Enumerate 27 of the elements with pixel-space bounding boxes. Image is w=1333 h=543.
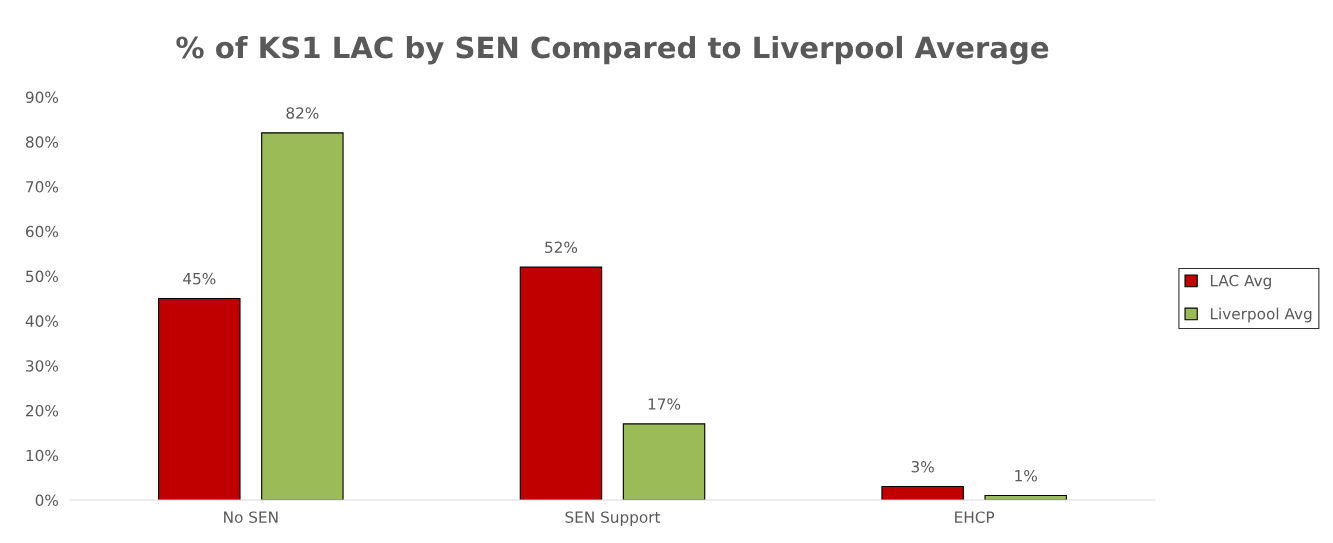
- bar: [261, 132, 344, 500]
- y-tick-label: 10%: [26, 449, 59, 462]
- data-label: 45%: [183, 272, 216, 285]
- data-label: 82%: [286, 107, 319, 119]
- x-tick-label: EHCP: [955, 511, 995, 523]
- x-tick-label: SEN Support: [565, 511, 661, 526]
- data-label: 3%: [911, 460, 934, 473]
- bar: [158, 297, 241, 500]
- y-tick-label: 60%: [26, 225, 59, 238]
- bar: [519, 266, 603, 500]
- chart-title: % of KS1 LAC by SEN Compared to Liverpool Average: [176, 35, 1049, 65]
- y-tick-label: 20%: [26, 404, 59, 417]
- legend-label: Liverpool Avg: [1210, 307, 1312, 323]
- y-tick-label: 90%: [25, 91, 59, 104]
- y-tick-label: 70%: [26, 181, 59, 193]
- y-tick-label: 40%: [25, 315, 59, 327]
- data-label: 52%: [545, 241, 578, 254]
- y-tick-label: 80%: [25, 136, 59, 148]
- y-tick-label: 50%: [26, 270, 59, 283]
- bar: [881, 486, 964, 500]
- bar: [622, 423, 706, 500]
- x-tick-label: No SEN: [224, 511, 278, 523]
- y-tick-label: 0%: [35, 494, 59, 507]
- legend-label: LAC Avg: [1210, 274, 1271, 290]
- data-label: 17%: [648, 398, 681, 410]
- y-tick-label: 30%: [26, 360, 59, 372]
- data-label: 1%: [1015, 469, 1037, 482]
